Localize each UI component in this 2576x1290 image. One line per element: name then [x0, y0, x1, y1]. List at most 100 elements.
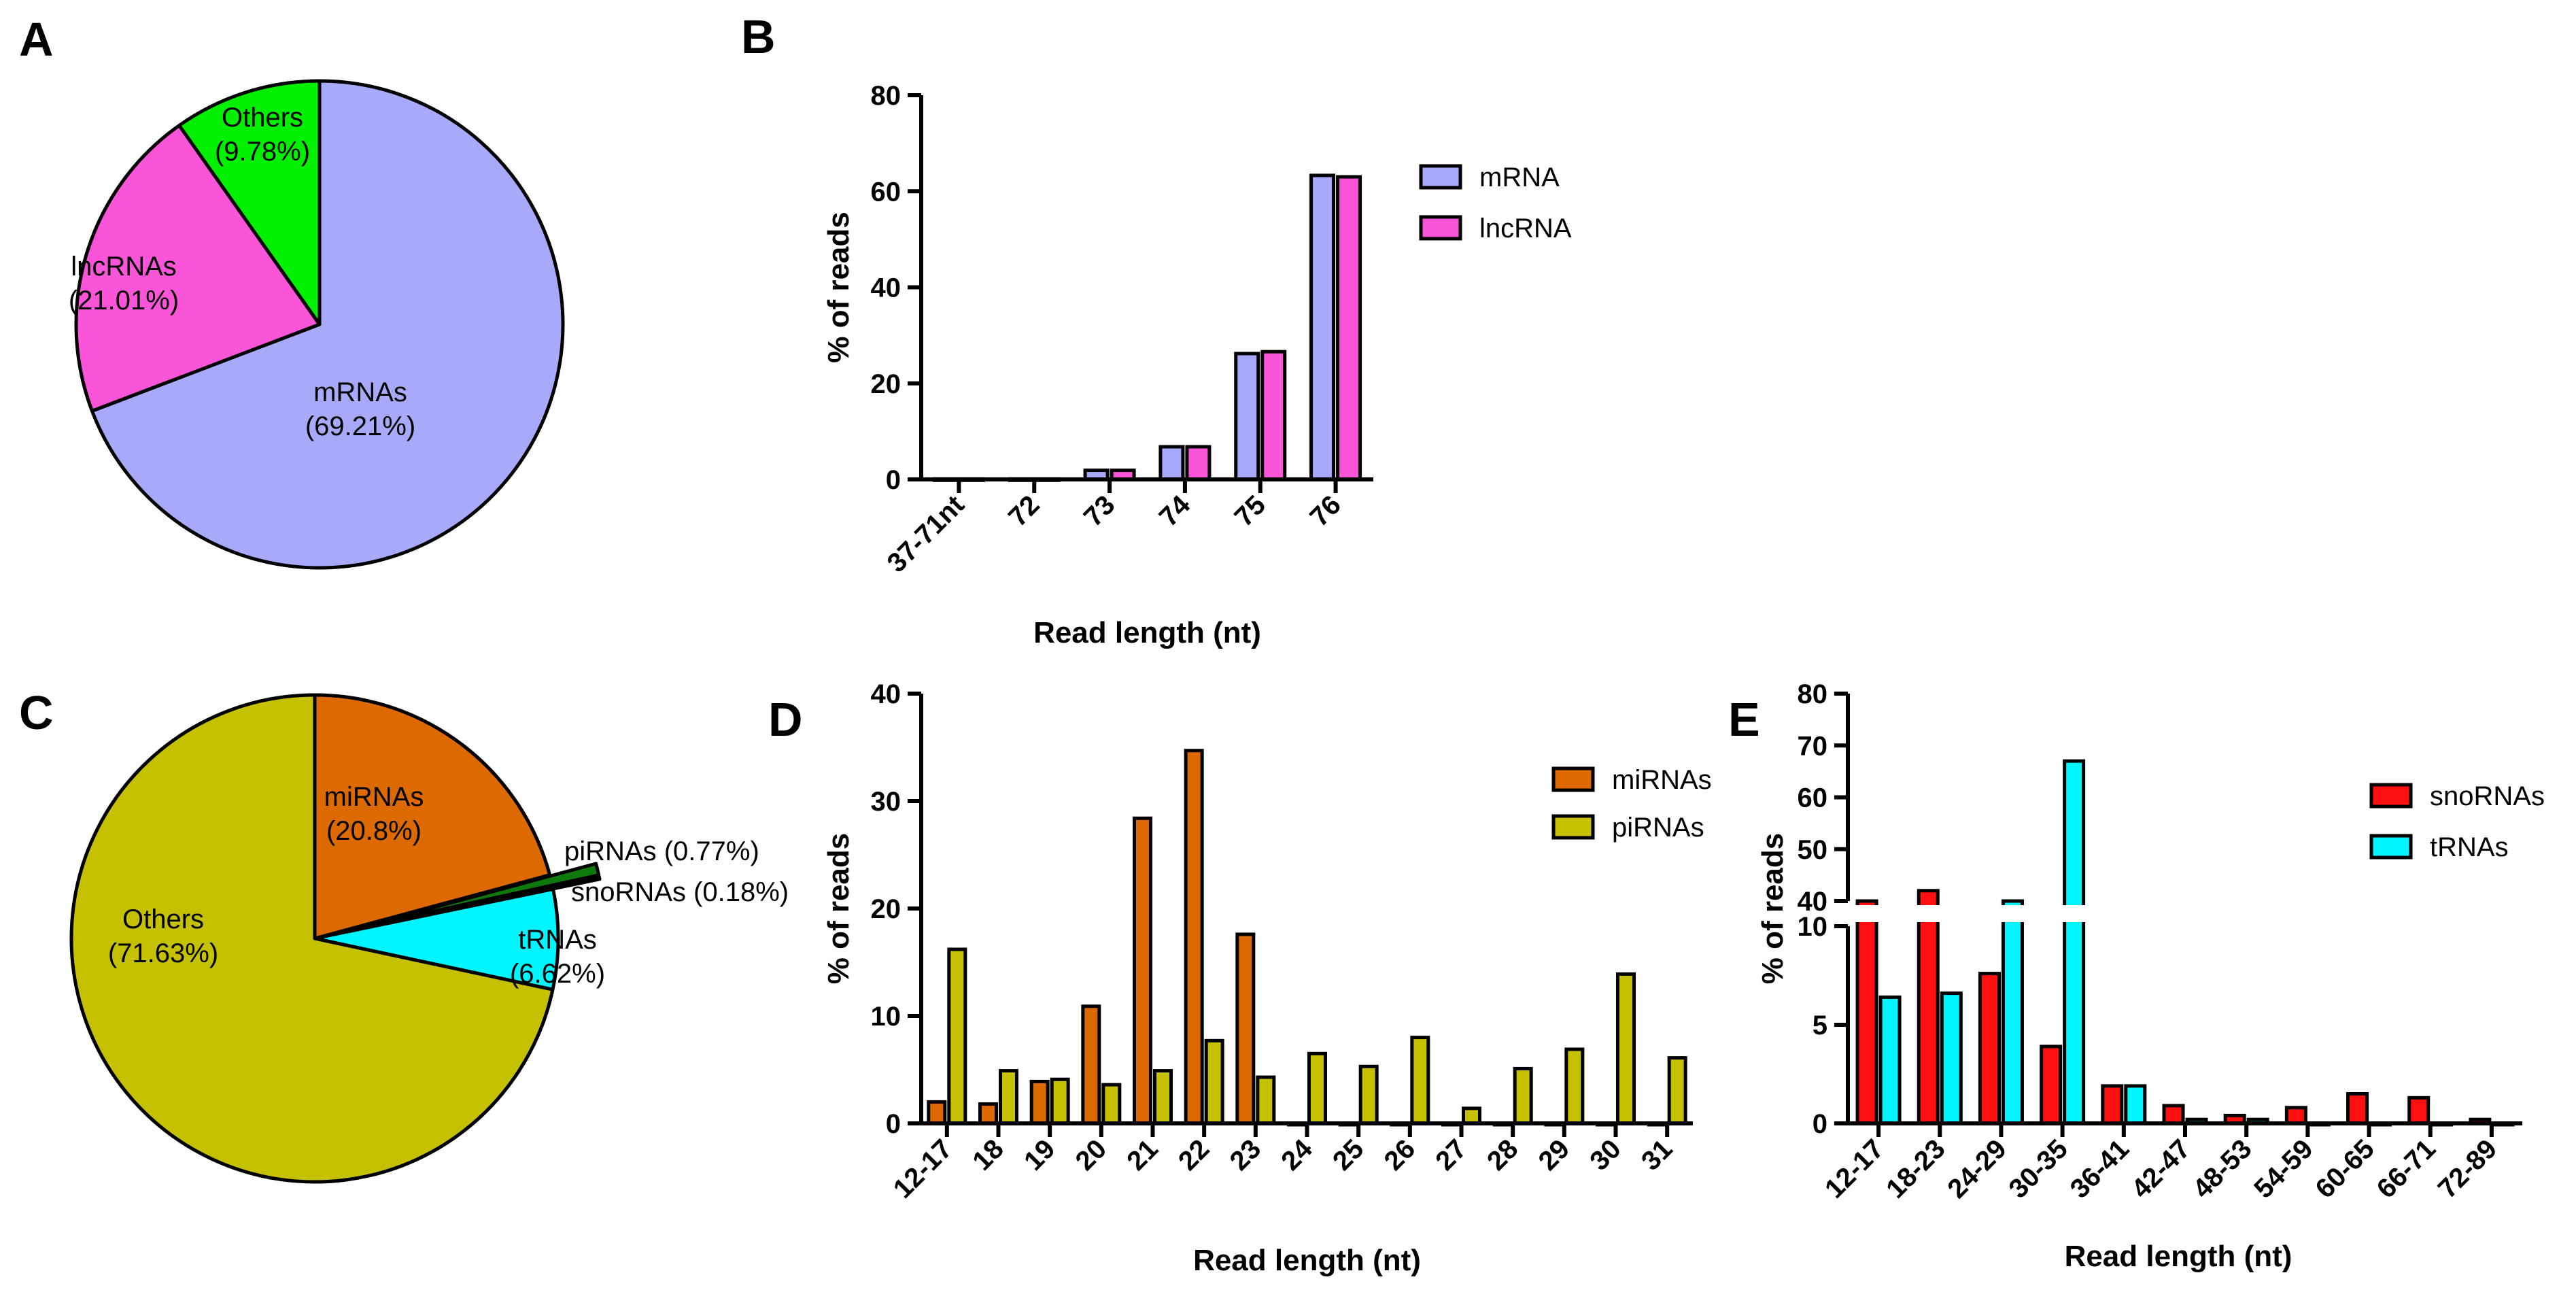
- y-tick-label: 60: [1798, 783, 1828, 813]
- bar-chart-b: 0 20 40 60 80 37-71nt 72 73 74 75 76 % of reads Read…: [822, 81, 1572, 649]
- pie-label-snornas: snoRNAs (0.18%): [571, 877, 789, 907]
- legend-swatch-lncrna: [1419, 215, 1462, 241]
- x-tick-label: 18-23: [1881, 1134, 1951, 1204]
- y-tick-label: 20: [871, 894, 901, 924]
- bar-lncrna-74: [1185, 445, 1212, 481]
- pie-label-trnas: tRNAs: [518, 925, 597, 955]
- y-axis-title: % of reads: [822, 211, 855, 363]
- x-tick-label: 42-47: [2126, 1134, 2196, 1204]
- y-tick-label: 40: [871, 273, 901, 303]
- x-tick-label: 66-71: [2371, 1134, 2441, 1204]
- bar-snornas-24-29: [1978, 972, 2001, 1125]
- panel-letter-b: B: [741, 10, 776, 63]
- bar-pirnas-18: [999, 1069, 1018, 1125]
- y-tick-label: 80: [1798, 679, 1828, 709]
- bar-snornas-66-71: [2407, 1096, 2431, 1125]
- y-tick-label: 70: [1798, 731, 1828, 761]
- x-tick-label: 23: [1224, 1134, 1267, 1176]
- bar-pirnas-19: [1050, 1077, 1070, 1125]
- bar-pirnas-27: [1462, 1106, 1481, 1125]
- bar-mirnas-22: [1184, 749, 1204, 1125]
- x-axis-title: Read length (nt): [1193, 1244, 1421, 1277]
- y-tick-label: 50: [1798, 835, 1828, 865]
- y-tick-label: 0: [886, 465, 901, 495]
- x-tick-label: 76: [1304, 490, 1347, 532]
- x-tick-label: 22: [1173, 1134, 1216, 1176]
- x-tick-label: 36-41: [2065, 1134, 2135, 1204]
- y-tick-label: 40: [871, 679, 901, 709]
- panel-letter-d: D: [768, 693, 803, 746]
- x-tick-label: 73: [1078, 490, 1121, 532]
- legend-label-trnas: tRNAs: [2430, 832, 2509, 862]
- legend-label-lncrna: lncRNA: [1479, 214, 1572, 243]
- pie-slice-mirnas: [313, 693, 552, 940]
- pie-label-pirnas: piRNAs (0.77%): [564, 836, 759, 866]
- bar-mrna-76: [1309, 173, 1336, 481]
- y-tick-label: 60: [871, 177, 901, 207]
- panel-letter-a: A: [19, 13, 54, 66]
- x-tick-label: 72: [1003, 490, 1046, 532]
- pie-label-mrnas: mRNAs: [313, 377, 407, 407]
- panel-letter-c: C: [19, 686, 54, 739]
- bar-pirnas-22: [1204, 1038, 1224, 1125]
- pie-pct-others: (9.78%): [215, 137, 310, 167]
- bar-pirnas-23: [1256, 1075, 1276, 1125]
- pie-label-mirnas: miRNAs: [324, 782, 424, 812]
- bar-snornas-42-47: [2162, 1104, 2185, 1125]
- bar-mirnas-18: [978, 1102, 998, 1125]
- bar-lncrna-76: [1336, 175, 1362, 481]
- bar-trnas-30-35: [2063, 759, 2086, 1125]
- bar-trnas-12-17: [1878, 995, 1902, 1125]
- x-tick-label: 37-71nt: [882, 490, 970, 578]
- bar-trnas-18-23: [1940, 991, 1963, 1125]
- x-tick-label: 18: [967, 1134, 1010, 1176]
- x-tick-label: 24-29: [1942, 1134, 2012, 1204]
- bar-snornas-36-41: [2101, 1084, 2124, 1125]
- x-tick-label: 26: [1379, 1134, 1422, 1176]
- x-tick-label: 20: [1070, 1134, 1113, 1176]
- bar-mirnas-21: [1133, 816, 1152, 1125]
- pie-slice-mrnas: [90, 79, 565, 570]
- pie-pct-trnas: (6.62%): [510, 959, 605, 989]
- pie-label-lncrnas: lncRNAs: [71, 252, 177, 282]
- pie-label-others: Others: [122, 904, 204, 934]
- x-tick-label: 12-17: [888, 1134, 958, 1204]
- legend-swatch-pirnas: [1551, 814, 1595, 840]
- pie-label-others: Others: [222, 103, 303, 133]
- bar-lncrna-75: [1260, 350, 1287, 481]
- bar-pirnas-29: [1564, 1047, 1585, 1125]
- panel-letter-e: E: [1728, 693, 1760, 746]
- bar-pirnas-25: [1358, 1064, 1379, 1125]
- pie-slice-others: [69, 693, 555, 1184]
- bar-mrna-74: [1158, 445, 1185, 481]
- bar-pirnas-20: [1101, 1083, 1122, 1125]
- pie-slice-others: [177, 79, 322, 326]
- bar-pirnas-31: [1667, 1056, 1687, 1125]
- bar-snornas-12-17: [1855, 899, 1878, 1125]
- legend-label-mirnas: miRNAs: [1612, 765, 1712, 795]
- bar-snornas-18-23: [1917, 889, 1940, 1125]
- x-tick-label: 31: [1636, 1134, 1679, 1176]
- pie-pct-lncrnas: (21.01%): [69, 286, 179, 316]
- legend-label-mrna: mRNA: [1479, 163, 1560, 192]
- x-tick-label: 74: [1154, 490, 1197, 532]
- bar-pirnas-12-17: [947, 947, 967, 1125]
- y-tick-label: 80: [871, 81, 901, 111]
- pie-chart-c: miRNAs (20.8%) piRNAs (0.77%) snoRNAs (0.18…: [69, 693, 789, 1184]
- x-tick-label: 27: [1430, 1134, 1473, 1176]
- x-axis-title: Read length (nt): [2065, 1240, 2292, 1273]
- y-tick-label: 0: [1813, 1109, 1827, 1139]
- bar-mirnas-12-17: [927, 1100, 947, 1125]
- bar-snornas-60-65: [2346, 1092, 2369, 1125]
- x-tick-label: 60-65: [2309, 1134, 2380, 1204]
- legend-swatch-trnas: [2369, 834, 2413, 860]
- bar-chart-e: 0510405060708012-1718-2324-2930-3536-414…: [1756, 679, 2545, 1273]
- legend-swatch-mrna: [1419, 164, 1462, 190]
- x-tick-label: 30-35: [2004, 1134, 2074, 1204]
- legend-label-pirnas: piRNAs: [1612, 813, 1704, 843]
- x-tick-label: 48-53: [2187, 1134, 2257, 1204]
- y-axis-title: % of reads: [1756, 833, 1789, 985]
- y-tick-label: 20: [871, 369, 901, 399]
- bar-pirnas-24: [1307, 1051, 1327, 1125]
